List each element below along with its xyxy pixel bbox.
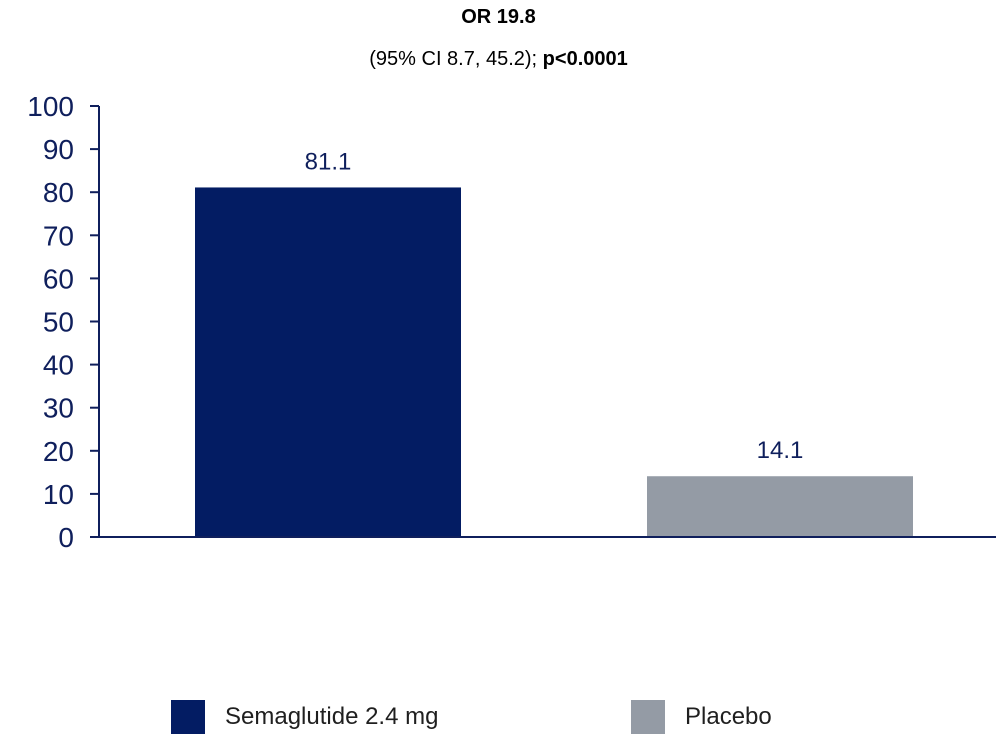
legend-item-placebo: Placebo — [631, 700, 772, 734]
data-label: 81.1 — [305, 148, 352, 175]
bar-placebo — [647, 476, 913, 537]
data-label: 14.1 — [757, 437, 804, 464]
subtitle-ci: (95% CI 8.7, 45.2); — [369, 48, 543, 70]
y-tick-label: 40 — [43, 350, 74, 381]
legend-item-semaglutide: Semaglutide 2.4 mg — [171, 700, 438, 734]
legend-swatch-semaglutide — [171, 700, 205, 734]
y-tick-label: 100 — [27, 91, 74, 122]
legend-label-semaglutide: Semaglutide 2.4 mg — [225, 703, 439, 730]
y-tick-label: 60 — [43, 263, 74, 294]
bar-chart: 0 10 20 30 40 50 60 70 80 90 100 81.1 14.1 — [27, 91, 996, 553]
y-tick-label: 80 — [43, 177, 74, 208]
y-tick-label: 90 — [43, 134, 74, 165]
y-tick-label: 70 — [43, 220, 74, 251]
bar-semaglutide — [195, 187, 461, 538]
y-tick-label: 30 — [43, 393, 74, 424]
chart-title: OR 19.8 — [461, 6, 536, 28]
y-tick-label: 10 — [43, 479, 74, 510]
subtitle-pvalue: p<0.0001 — [542, 48, 628, 70]
y-tick-label: 20 — [43, 436, 74, 467]
y-tick-label: 50 — [43, 307, 74, 338]
chart-subtitle: (95% CI 8.7, 45.2); p<0.0001 — [0, 48, 997, 71]
y-tick-label: 0 — [58, 522, 74, 553]
legend-label-placebo: Placebo — [685, 703, 772, 730]
legend-swatch-placebo — [631, 700, 665, 734]
